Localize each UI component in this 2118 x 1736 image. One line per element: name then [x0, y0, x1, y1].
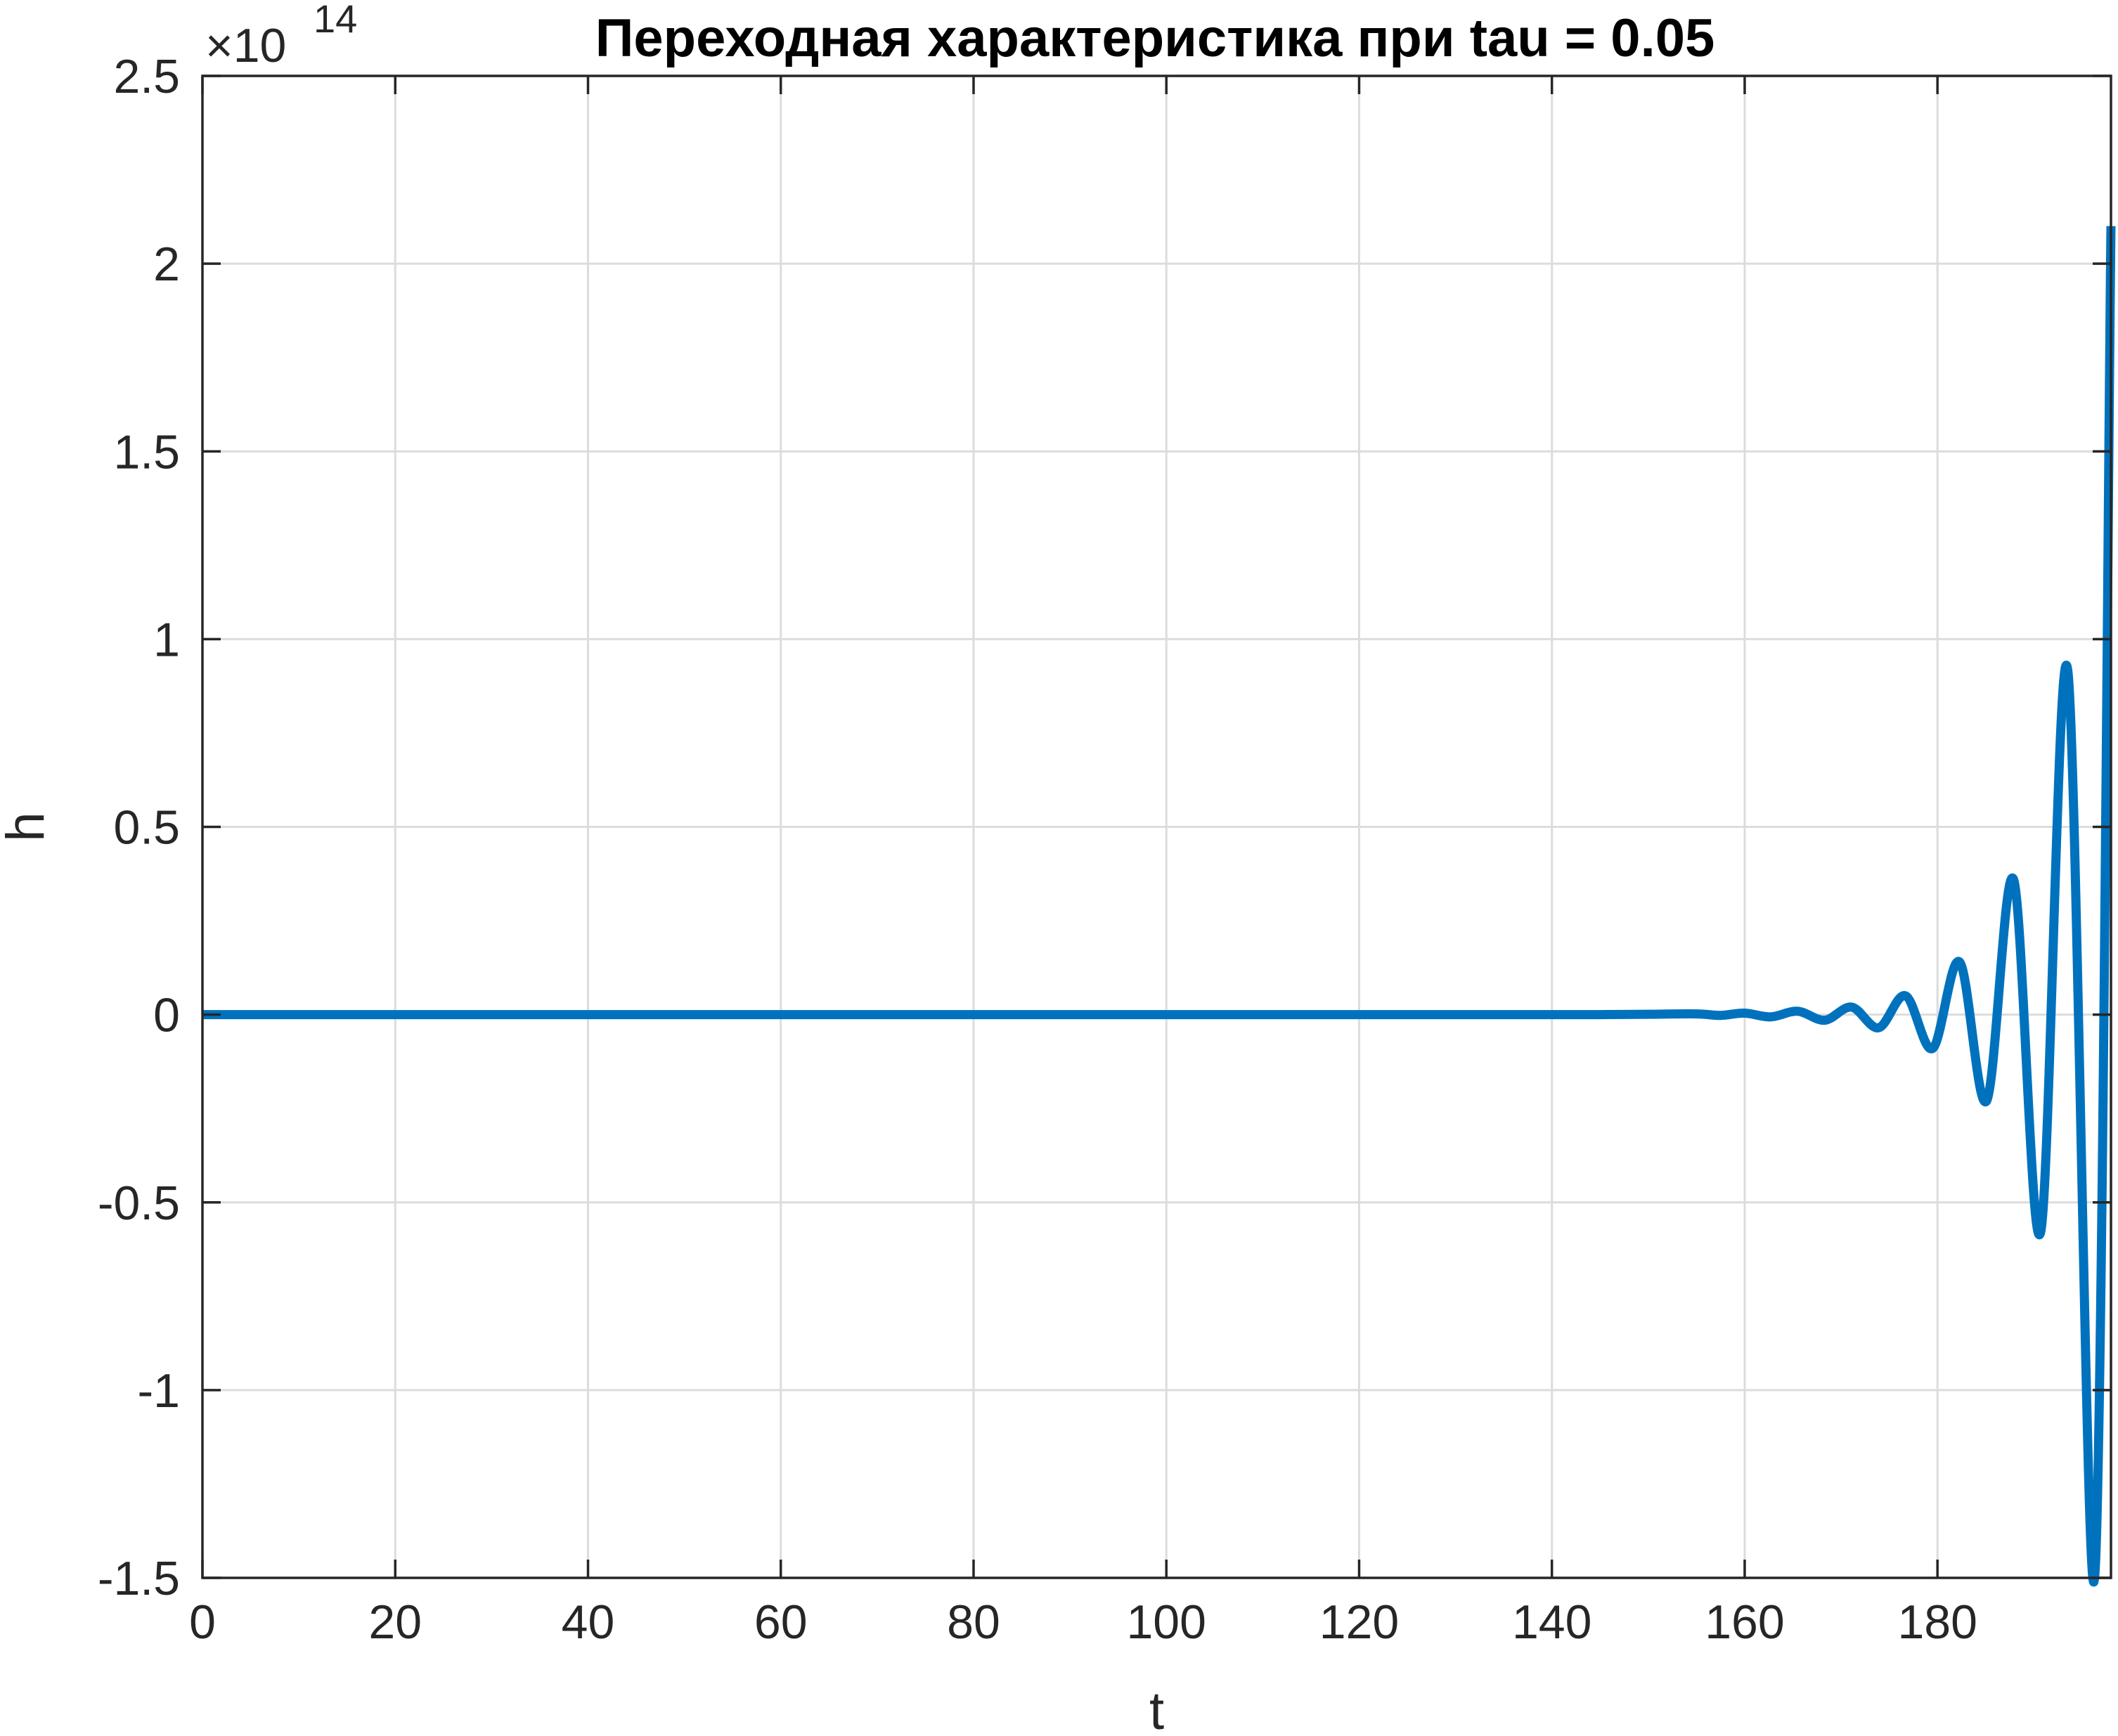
x-tick-labels: 0 20 40 60 80 100 120 140 160 180 [189, 1595, 1977, 1649]
y-tick-label: -1.5 [98, 1552, 180, 1605]
y-axis-label: h [0, 812, 56, 841]
y-tick-labels: -1.5 -1 -0.5 0 0.5 1 1.5 2 2.5 [98, 50, 180, 1605]
y-tick-label: 2.5 [113, 50, 180, 103]
x-tick-label: 140 [1512, 1595, 1591, 1649]
x-tick-label: 120 [1319, 1595, 1399, 1649]
series-layer [202, 226, 2116, 1586]
series-line [202, 226, 2116, 1586]
y-tick-label: 2 [153, 238, 180, 291]
y-tick-label: 1 [153, 613, 180, 666]
x-tick-label: 40 [562, 1595, 615, 1649]
x-tick-label: 80 [947, 1595, 1000, 1649]
chart-title: Переходная характеристика при tau = 0.05 [595, 8, 1715, 68]
y-tick-label: 0.5 [113, 801, 180, 855]
x-tick-label: 0 [189, 1595, 216, 1649]
y-tick-label: -0.5 [98, 1177, 180, 1230]
x-tick-label: 180 [1897, 1595, 1977, 1649]
x-axis-label: t [1149, 1681, 1164, 1736]
y-tick-label: 1.5 [113, 425, 180, 479]
x-tick-label: 20 [368, 1595, 422, 1649]
x-tick-label: 100 [1126, 1595, 1206, 1649]
tick-marks [201, 75, 2111, 1579]
y-tick-label: -1 [138, 1364, 180, 1418]
y-exponent-power: 14 [314, 0, 357, 41]
x-tick-label: 160 [1705, 1595, 1784, 1649]
y-tick-label: 0 [153, 989, 180, 1042]
y-exponent-base: ×10 [205, 19, 286, 72]
x-tick-label: 60 [754, 1595, 808, 1649]
